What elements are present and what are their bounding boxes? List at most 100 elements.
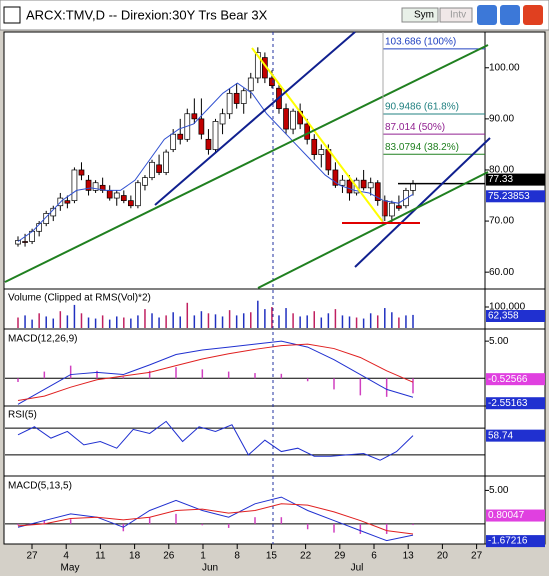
x-tick-label: 20: [437, 551, 449, 562]
x-tick-label: 27: [26, 551, 38, 562]
candle-body: [128, 200, 134, 207]
candle-body: [311, 138, 318, 155]
candle-body: [142, 177, 148, 186]
x-tick-label: 8: [234, 551, 240, 562]
value-box: [486, 373, 545, 386]
candle-body: [135, 182, 141, 207]
candle-body: [191, 113, 198, 120]
candle-body: [254, 52, 261, 79]
candle-body: [233, 92, 240, 104]
app-icon: [3, 6, 21, 24]
sym-label: Sym: [414, 10, 434, 21]
trendline: [257, 171, 489, 289]
candle-body: [332, 169, 339, 186]
value-label: 0.80047: [488, 510, 525, 521]
candle-body: [374, 182, 381, 201]
intv-label: Intv: [450, 10, 466, 21]
pane-title: RSI(5): [8, 410, 37, 421]
candle-body: [113, 192, 120, 199]
indicator-line: [17, 420, 414, 461]
y-tick-label: 100.00: [489, 62, 520, 73]
y-tick-label: 70.00: [489, 216, 514, 227]
value-box: [486, 310, 545, 322]
candle-body: [269, 77, 275, 87]
trendline: [154, 31, 356, 206]
month-label: May: [61, 563, 80, 574]
month-label: Jul: [351, 563, 364, 574]
trendline: [4, 44, 489, 283]
value-box: [486, 190, 545, 203]
close-button[interactable]: [523, 5, 543, 25]
indicator-line: [17, 343, 414, 402]
value-label: 75.23853: [488, 191, 530, 202]
candle-body: [240, 90, 247, 104]
indicator-line: [17, 503, 414, 535]
x-tick-label: 26: [163, 551, 175, 562]
candle-body: [106, 190, 113, 199]
candle-body: [205, 138, 212, 150]
candle-body: [290, 110, 296, 130]
candle-body: [283, 108, 289, 130]
indicator-line: [17, 340, 414, 405]
candle-body: [78, 169, 85, 176]
candle-body: [22, 241, 28, 243]
y-tick-label: 90.00: [489, 114, 514, 125]
x-tick-label: 15: [266, 551, 278, 562]
window-title: ARCX:TMV,D -- Direxion:30Y Trs Bear 3X: [26, 7, 268, 22]
trendline: [251, 47, 384, 223]
y-tick-label: 60.00: [489, 267, 514, 278]
chart-area: [3, 31, 546, 545]
candle-body: [226, 92, 233, 115]
candle-body: [149, 161, 155, 178]
candle-body: [170, 133, 177, 150]
candle-body: [212, 121, 219, 150]
candle-body: [177, 133, 184, 140]
value-box: [486, 429, 545, 442]
fib-label: 87.014 (50%): [385, 122, 445, 133]
pane-title: Volume (Clipped at RMS(Vol)*2): [8, 293, 151, 304]
value-label: 77.33: [488, 174, 513, 185]
x-tick-label: 29: [334, 551, 346, 562]
value-label: 58.74: [488, 430, 513, 441]
x-tick-label: 22: [300, 551, 312, 562]
candle-body: [304, 123, 311, 140]
x-tick-label: 13: [403, 551, 415, 562]
minimize-button[interactable]: [477, 5, 497, 25]
candle-body: [346, 179, 353, 194]
month-label: Jun: [202, 563, 218, 574]
candle-body: [99, 184, 106, 191]
candle-body: [85, 179, 92, 191]
x-tick-label: 1: [200, 551, 206, 562]
x-tick-label: 18: [129, 551, 141, 562]
candle-body: [156, 164, 162, 173]
y-tick-label: 5.00: [489, 336, 509, 347]
intv-button[interactable]: [439, 7, 473, 23]
candle-body: [219, 113, 226, 125]
y-tick-label: 100,000: [489, 302, 526, 313]
candle-body: [92, 182, 99, 191]
maximize-button[interactable]: [500, 5, 520, 25]
pane-title: MACD(12,26,9): [8, 334, 77, 345]
fib-label: 83.0794 (38.2%): [385, 142, 459, 153]
fib-label: 90.9486 (61.8%): [385, 102, 459, 113]
candle-body: [339, 179, 346, 186]
value-box: [486, 173, 545, 186]
candle-body: [360, 179, 367, 189]
candle-body: [71, 169, 78, 201]
candle-body: [410, 183, 416, 191]
x-tick-label: 4: [63, 551, 69, 562]
fib-label: 103.686 (100%): [385, 37, 456, 48]
candle-body: [43, 213, 50, 224]
candle-body: [120, 195, 127, 201]
value-label: -2.55163: [488, 398, 528, 409]
y-tick-label: 80.00: [489, 165, 514, 176]
candle-body: [198, 118, 205, 135]
value-box: [486, 509, 545, 522]
value-box: [486, 535, 545, 548]
x-tick-label: 6: [371, 551, 377, 562]
candle-body: [367, 182, 374, 189]
candle-body: [388, 202, 395, 217]
sym-button[interactable]: [401, 7, 439, 23]
candle-body: [318, 149, 325, 155]
